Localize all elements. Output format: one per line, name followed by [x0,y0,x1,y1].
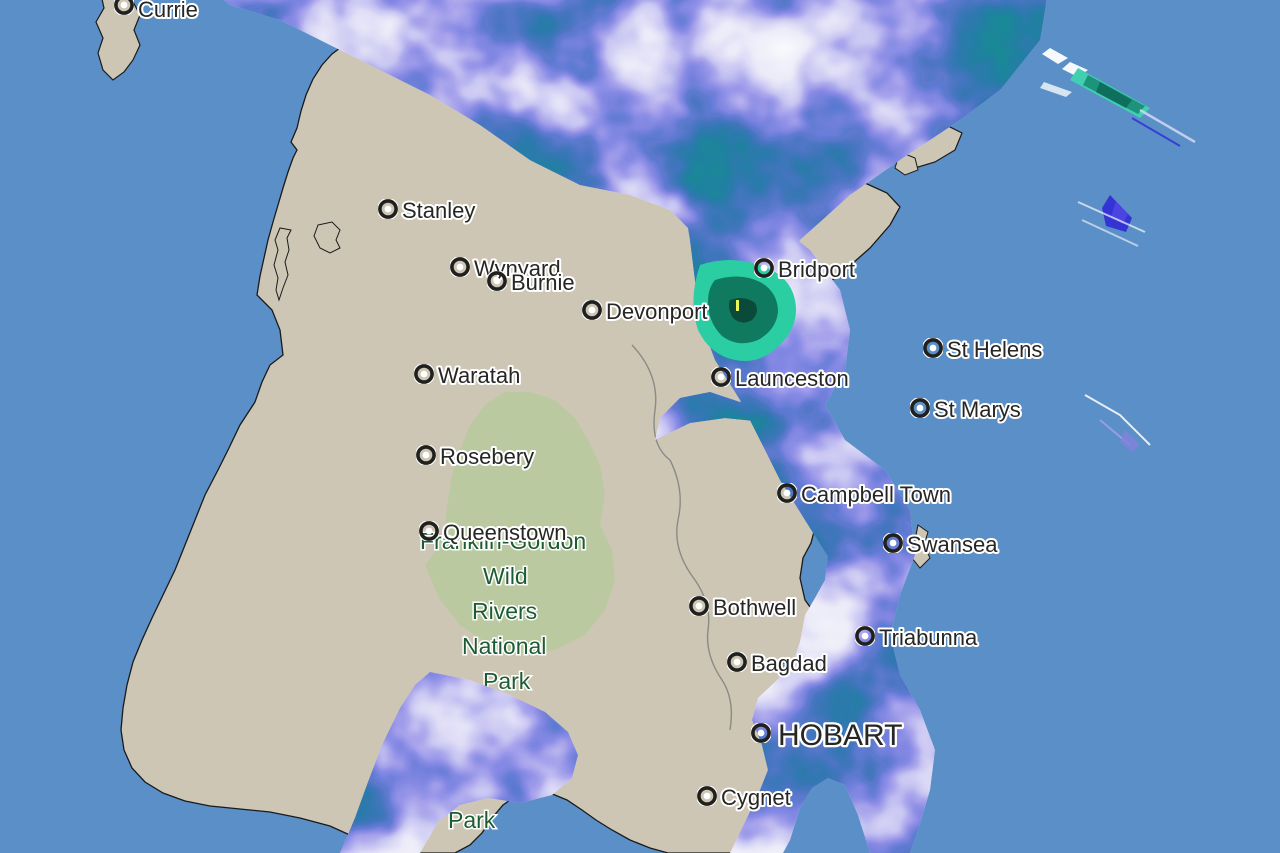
svg-text:Burnie: Burnie [511,270,575,295]
svg-text:Rosebery: Rosebery [440,444,534,469]
svg-text:Rivers: Rivers [472,598,537,624]
svg-text:Wild: Wild [483,563,528,589]
svg-text:Triabunna: Triabunna [879,625,978,650]
svg-text:Swansea: Swansea [907,532,998,557]
svg-text:Stanley: Stanley [402,198,475,223]
svg-text:St Marys: St Marys [934,397,1021,422]
svg-text:HOBART: HOBART [778,719,902,752]
svg-text:Bothwell: Bothwell [713,595,796,620]
svg-text:Currie: Currie [138,0,198,22]
svg-text:Park: Park [448,807,496,833]
svg-text:Devonport: Devonport [606,299,708,324]
svg-text:Bagdad: Bagdad [751,651,827,676]
svg-text:Campbell Town: Campbell Town [801,482,951,507]
svg-text:Bridport: Bridport [778,257,855,282]
svg-text:Cygnet: Cygnet [721,785,791,810]
svg-text:St Helens: St Helens [947,337,1042,362]
svg-text:Waratah: Waratah [438,363,520,388]
svg-text:Queenstown: Queenstown [443,520,567,545]
svg-text:Launceston: Launceston [735,366,849,391]
svg-text:National: National [462,633,546,659]
